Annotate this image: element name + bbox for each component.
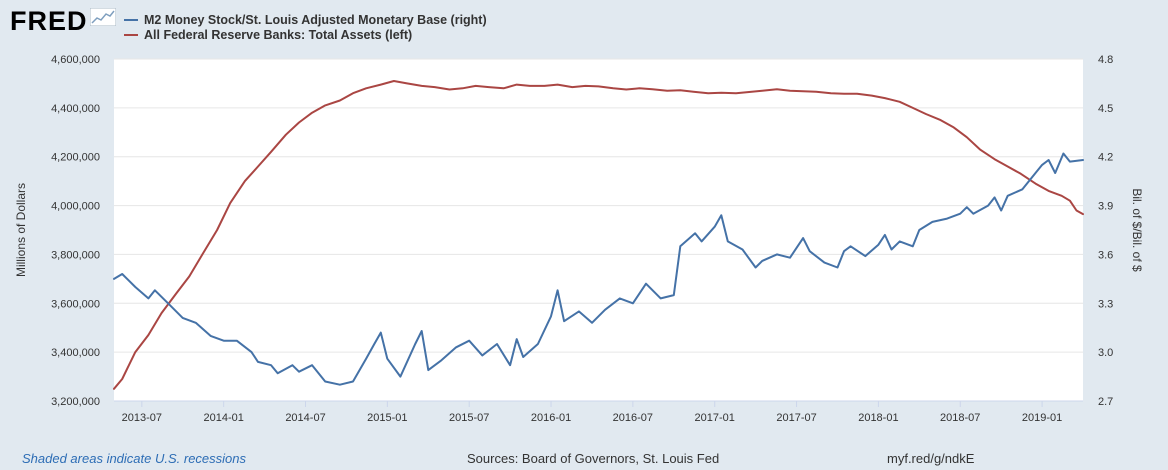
y-right-tick-label: 3.3 — [1098, 298, 1113, 310]
y-right-tick-label: 3.6 — [1098, 249, 1113, 261]
fred-logo-graph-icon — [90, 8, 116, 26]
y-left-tick-label: 4,400,000 — [51, 103, 100, 115]
y-left-tick-label: 4,000,000 — [51, 201, 100, 213]
legend-item-m2[interactable]: M2 Money Stock/St. Louis Adjusted Moneta… — [124, 12, 487, 27]
legend-swatch-total-assets — [124, 33, 138, 36]
sources-note: Sources: Board of Governors, St. Louis F… — [467, 451, 720, 466]
legend-swatch-m2 — [124, 18, 138, 21]
y-left-tick-label: 4,600,000 — [51, 54, 100, 66]
y-right-tick-label: 3.0 — [1098, 347, 1113, 359]
legend-label-total-assets: All Federal Reserve Banks: Total Assets … — [144, 27, 413, 42]
y-right-tick-label: 3.9 — [1098, 201, 1113, 213]
y-axis-left-title: Millions of Dollars — [14, 183, 28, 277]
series-line-total-assets — [113, 80, 1084, 390]
plot-area — [114, 59, 1083, 401]
y-axis-right-ticks: 2.7 3.0 3.3 3.6 3.9 4.2 4.5 4.8 — [1098, 54, 1113, 408]
y-left-tick-label: 3,600,000 — [51, 298, 100, 310]
y-right-tick-label: 4.5 — [1098, 103, 1113, 115]
y-right-tick-label: 4.2 — [1098, 152, 1113, 164]
y-axis-left-ticks: 3,200,000 3,400,000 3,600,000 3,800,000 4,00… — [51, 54, 100, 408]
x-tick-label: 2013-07 — [122, 412, 162, 424]
short-link[interactable]: myf.red/g/ndkE — [887, 451, 975, 466]
x-tick-label: 2014-01 — [203, 412, 243, 424]
x-tick-label: 2015-07 — [449, 412, 489, 424]
recession-note[interactable]: Shaded areas indicate U.S. recessions — [22, 451, 247, 466]
y-right-tick-label: 2.7 — [1098, 396, 1113, 408]
y-axis-right-title: Bil. of $/Bil. of $ — [1130, 188, 1144, 272]
y-left-tick-label: 3,200,000 — [51, 396, 100, 408]
series-line-m2-ratio — [113, 152, 1084, 386]
x-tick-label: 2014-07 — [285, 412, 325, 424]
x-axis-ticks: 2013-07 2014-01 2014-07 2015-01 2015-07 2016-… — [122, 401, 1062, 424]
y-left-tick-label: 3,400,000 — [51, 347, 100, 359]
x-tick-label: 2018-07 — [940, 412, 980, 424]
x-tick-label: 2015-01 — [367, 412, 407, 424]
y-left-tick-label: 4,200,000 — [51, 152, 100, 164]
x-tick-label: 2017-01 — [695, 412, 735, 424]
legend-label-m2: M2 Money Stock/St. Louis Adjusted Moneta… — [144, 12, 487, 27]
x-tick-label: 2017-07 — [776, 412, 816, 424]
x-tick-label: 2018-01 — [858, 412, 898, 424]
legend-item-total-assets[interactable]: All Federal Reserve Banks: Total Assets … — [124, 27, 487, 42]
y-left-tick-label: 3,800,000 — [51, 249, 100, 261]
x-tick-label: 2016-07 — [613, 412, 653, 424]
x-tick-label: 2019-01 — [1022, 412, 1062, 424]
x-tick-label: 2016-01 — [531, 412, 571, 424]
fred-logo: FRED — [10, 6, 88, 36]
legend: M2 Money Stock/St. Louis Adjusted Moneta… — [124, 12, 487, 42]
y-right-tick-label: 4.8 — [1098, 54, 1113, 66]
